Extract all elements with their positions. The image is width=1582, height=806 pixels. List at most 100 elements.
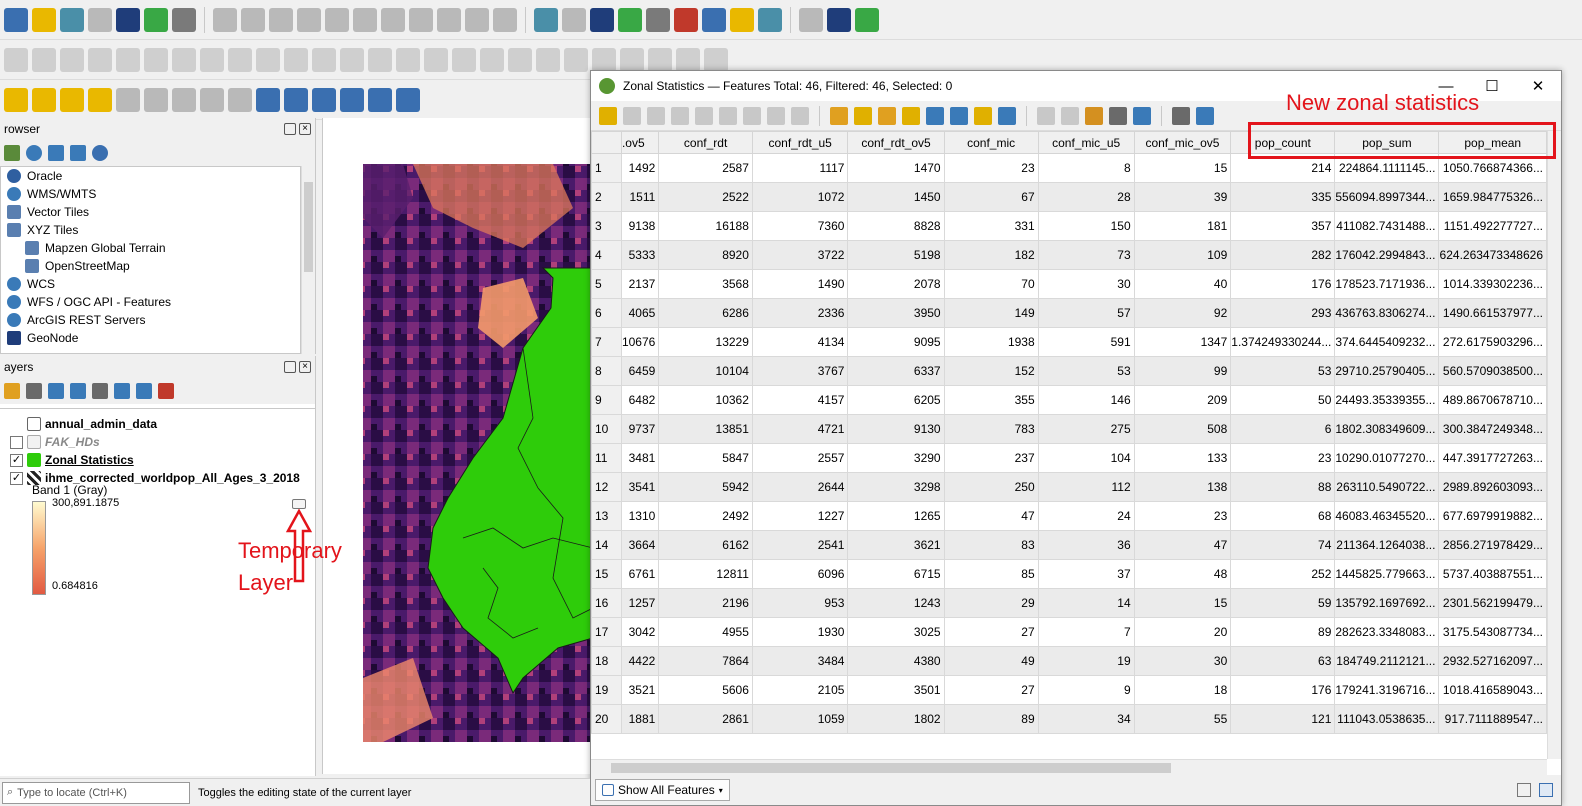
new-project-icon[interactable] bbox=[4, 7, 28, 32]
table-cell[interactable]: 1257 bbox=[620, 588, 660, 618]
table-cell[interactable]: 20 bbox=[1133, 617, 1232, 647]
table-row[interactable]: 14 3664 6162 2541 3621 83 36 47 74 211364.1264038… bbox=[591, 530, 1547, 560]
deselect-icon[interactable] bbox=[60, 87, 84, 112]
browser-item[interactable]: Mapzen Global Terrain bbox=[1, 239, 300, 257]
table-cell[interactable]: 4065 bbox=[620, 298, 660, 328]
table-cell[interactable]: 2861 bbox=[658, 704, 753, 734]
diagram-icon[interactable] bbox=[562, 7, 586, 32]
move-label-icon[interactable] bbox=[702, 7, 726, 32]
column-header[interactable]: pop_mean bbox=[1438, 131, 1547, 154]
table-cell[interactable]: 70 bbox=[943, 269, 1039, 299]
digitize-tool-icon[interactable] bbox=[592, 47, 616, 72]
table-cell[interactable]: 1227 bbox=[751, 501, 849, 531]
map-canvas[interactable] bbox=[322, 118, 594, 774]
change-label-icon[interactable] bbox=[758, 7, 782, 32]
table-cell[interactable]: 1059 bbox=[751, 704, 849, 734]
table-cell[interactable]: 447.3917727263... bbox=[1438, 443, 1547, 473]
table-cell[interactable]: 12811 bbox=[658, 559, 753, 589]
table-cell[interactable]: 2522 bbox=[658, 182, 753, 212]
table-cell[interactable]: 1930 bbox=[751, 617, 849, 647]
table-cell[interactable]: 917.7111889547... bbox=[1438, 704, 1547, 734]
layer-row[interactable]: annual_admin_data bbox=[0, 415, 315, 433]
invert-selection-icon[interactable] bbox=[878, 106, 896, 125]
table-row[interactable]: 18 4422 7864 3484 4380 49 19 30 63 184749.2112121… bbox=[591, 646, 1547, 676]
table-cell[interactable]: 8 bbox=[1037, 153, 1135, 183]
table-cell[interactable]: 27 bbox=[943, 617, 1039, 647]
digitize-tool-icon[interactable] bbox=[340, 47, 364, 72]
toggle-editing-icon[interactable] bbox=[213, 7, 237, 32]
browser-item[interactable]: ArcGIS REST Servers bbox=[1, 311, 300, 329]
table-cell[interactable]: 2644 bbox=[751, 472, 849, 502]
table-cell[interactable]: 374.6445409232... bbox=[1334, 327, 1440, 357]
table-cell[interactable]: 282623.3348083... bbox=[1334, 617, 1440, 647]
label-red-icon[interactable] bbox=[618, 7, 642, 32]
pan-to-selection-icon[interactable] bbox=[974, 106, 992, 125]
table-cell[interactable]: 3621 bbox=[847, 530, 945, 560]
table-row[interactable]: 9 6482 10362 4157 6205 355 146 209 50 24493.35339… bbox=[591, 385, 1547, 415]
table-cell[interactable]: 2492 bbox=[658, 501, 753, 531]
column-header[interactable]: conf_rdt_ov5 bbox=[847, 131, 945, 154]
minimize-icon[interactable]: — bbox=[1438, 77, 1454, 95]
table-row[interactable]: 3 9138 16188 7360 8828 331 150 181 357 411082.743… bbox=[591, 211, 1547, 241]
table-cell[interactable]: 355 bbox=[943, 385, 1039, 415]
table-cell[interactable]: 34 bbox=[1037, 704, 1135, 734]
table-cell[interactable]: 1659.984775326... bbox=[1438, 182, 1547, 212]
table-vertical-scrollbar[interactable] bbox=[1547, 131, 1561, 759]
table-cell[interactable]: 1802 bbox=[847, 704, 945, 734]
table-cell[interactable]: 250 bbox=[943, 472, 1039, 502]
expression-filter-icon[interactable] bbox=[92, 383, 108, 399]
table-corner[interactable] bbox=[591, 131, 622, 154]
digitize-tool-icon[interactable] bbox=[396, 47, 420, 72]
table-row[interactable]: 7 10676 13229 4134 9095 1938 591 1347 1.37424933… bbox=[591, 327, 1547, 357]
browser-item[interactable]: Vector Tiles bbox=[1, 203, 300, 221]
table-cell[interactable]: 40 bbox=[1133, 269, 1232, 299]
table-cell[interactable]: 3501 bbox=[847, 675, 945, 705]
table-cell[interactable]: 29 bbox=[943, 588, 1039, 618]
table-cell[interactable]: 2989.892603093... bbox=[1438, 472, 1547, 502]
table-cell[interactable]: 176 bbox=[1230, 269, 1336, 299]
paste-icon[interactable] bbox=[791, 106, 809, 125]
style-icon[interactable] bbox=[4, 383, 20, 399]
table-row[interactable]: 17 3042 4955 1930 3025 27 7 20 89 282623.3348083.… bbox=[591, 617, 1547, 647]
close-panel-icon[interactable]: × bbox=[299, 361, 311, 373]
table-cell[interactable]: 3025 bbox=[847, 617, 945, 647]
table-cell[interactable]: 9095 bbox=[847, 327, 945, 357]
table-cell[interactable]: 146 bbox=[1037, 385, 1135, 415]
pencil-icon[interactable] bbox=[241, 7, 265, 32]
table-cell[interactable]: 47 bbox=[943, 501, 1039, 531]
table-cell[interactable]: 53 bbox=[1230, 356, 1336, 386]
save-edits-icon[interactable] bbox=[647, 106, 665, 125]
row-number[interactable]: 3 bbox=[591, 211, 622, 241]
row-number[interactable]: 7 bbox=[591, 327, 622, 357]
dock-toggle-icon[interactable] bbox=[1196, 106, 1214, 125]
float-panel-icon[interactable] bbox=[284, 123, 296, 135]
label-abc-icon[interactable] bbox=[534, 7, 558, 32]
table-cell[interactable]: 8828 bbox=[847, 211, 945, 241]
table-row[interactable]: 11 3481 5847 2557 3290 237 104 133 23 10290.01077… bbox=[591, 443, 1547, 473]
digitize-tool-icon[interactable] bbox=[116, 47, 140, 72]
select-value-icon[interactable] bbox=[32, 87, 56, 112]
delete-field-icon[interactable] bbox=[1061, 106, 1079, 125]
table-cell[interactable]: 49 bbox=[943, 646, 1039, 676]
table-row[interactable]: 12 3541 5942 2644 3298 250 112 138 88 263110.5490… bbox=[591, 472, 1547, 502]
save-edits-icon[interactable] bbox=[269, 7, 293, 32]
table-cell[interactable]: 15 bbox=[1133, 153, 1232, 183]
table-cell[interactable]: 63 bbox=[1230, 646, 1336, 676]
form-view-icon[interactable] bbox=[1517, 783, 1531, 797]
table-cell[interactable]: 10104 bbox=[658, 356, 753, 386]
row-number[interactable]: 11 bbox=[591, 443, 622, 473]
table-cell[interactable]: 19 bbox=[1037, 646, 1135, 676]
table-cell[interactable]: 1310 bbox=[620, 501, 660, 531]
table-cell[interactable]: 152 bbox=[943, 356, 1039, 386]
table-cell[interactable]: 677.6979919882... bbox=[1438, 501, 1547, 531]
vertex-editor-icon[interactable] bbox=[312, 87, 336, 112]
table-cell[interactable]: 624.263473348626 bbox=[1438, 240, 1547, 270]
table-cell[interactable]: 37 bbox=[1037, 559, 1135, 589]
digitize-tool-icon[interactable] bbox=[88, 47, 112, 72]
label-highlight-icon[interactable] bbox=[590, 7, 614, 32]
table-cell[interactable]: 13851 bbox=[658, 414, 753, 444]
cut-icon[interactable] bbox=[381, 7, 405, 32]
table-cell[interactable]: 1347 bbox=[1133, 327, 1232, 357]
rotate-label-icon[interactable] bbox=[730, 7, 754, 32]
table-cell[interactable]: 46083.46345520... bbox=[1334, 501, 1440, 531]
